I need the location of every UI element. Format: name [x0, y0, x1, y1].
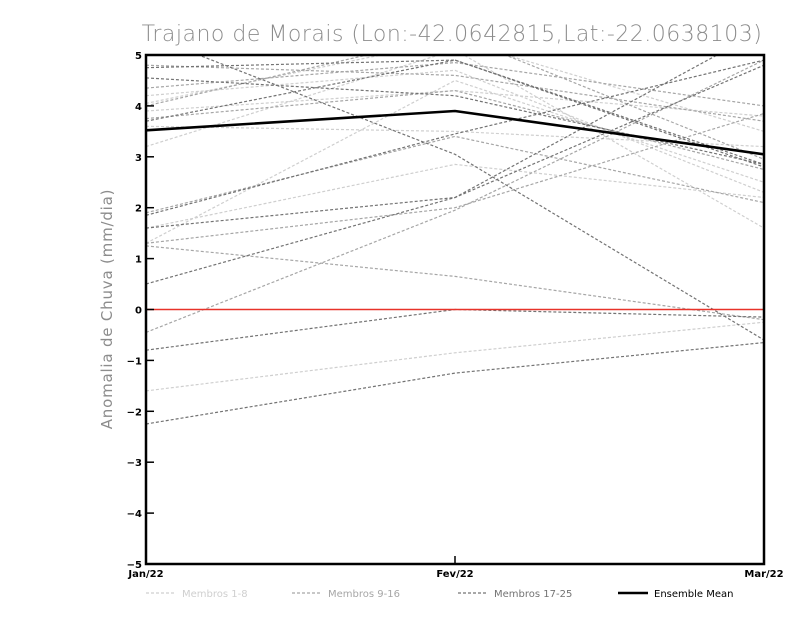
member-line-2 [146, 89, 764, 117]
member-line-8 [146, 69, 764, 193]
y-tick-label: 4 [135, 102, 142, 113]
member-line-18 [146, 77, 764, 165]
y-tick-label: 5 [135, 51, 142, 62]
member-line-12 [146, 112, 764, 244]
ensemble-mean-polyline [146, 109, 764, 156]
legend-label: Membros 17-25 [494, 589, 572, 600]
member-line-7 [146, 79, 764, 244]
ensemble-mean-line [146, 109, 764, 156]
x-tick-label: Fev/22 [436, 569, 473, 580]
chart-title: Trajano de Morais (Lon:-42.0642815,Lat:-… [142, 22, 763, 47]
member-line-13 [146, 59, 764, 333]
y-tick-label: −3 [127, 458, 142, 469]
member-line-4 [146, 55, 764, 229]
member-line-24 [146, 59, 764, 165]
y-axis-ticks: −5 −4 −3 −2 −1 0 1 2 3 4 5 [127, 51, 154, 571]
x-tick-label: Mar/22 [744, 569, 783, 580]
member-line-22 [146, 308, 764, 351]
member-line-21 [146, 64, 764, 285]
member-line-10 [146, 61, 764, 107]
member-line-17 [146, 59, 764, 168]
x-tick-label: Jan/22 [127, 569, 163, 580]
member-line-11 [146, 89, 764, 171]
member-line-23 [146, 342, 764, 425]
member-line-6 [146, 321, 764, 392]
member-line-15 [146, 245, 764, 321]
member-line-14 [146, 55, 764, 160]
member-line-20 [146, 55, 719, 229]
x-axis-ticks: Jan/22 Fev/22 Mar/22 [127, 556, 784, 580]
y-axis-label: Anomalia de Chuva (mm/dia) [98, 189, 116, 430]
member-line-19 [146, 59, 764, 216]
member-line-5 [146, 163, 764, 229]
legend: Membros 1-8 Membros 9-16 Membros 17-25 Ense… [146, 589, 733, 600]
member-line-16 [146, 135, 764, 214]
y-tick-label: 3 [135, 153, 142, 164]
legend-label: Membros 9-16 [328, 589, 400, 600]
y-tick-label: −2 [127, 407, 142, 418]
y-tick-label: 2 [135, 204, 142, 215]
y-tick-label: −4 [127, 509, 142, 520]
y-tick-label: −5 [127, 560, 142, 571]
member-line-9 [146, 64, 764, 122]
y-tick-label: −1 [127, 356, 142, 367]
member-line-25 [197, 55, 764, 341]
legend-label: Ensemble Mean [654, 589, 733, 600]
y-tick-label: 1 [135, 255, 142, 266]
legend-label: Membros 1-8 [182, 589, 248, 600]
member-lines [146, 55, 764, 425]
y-tick-label: 0 [135, 306, 142, 317]
